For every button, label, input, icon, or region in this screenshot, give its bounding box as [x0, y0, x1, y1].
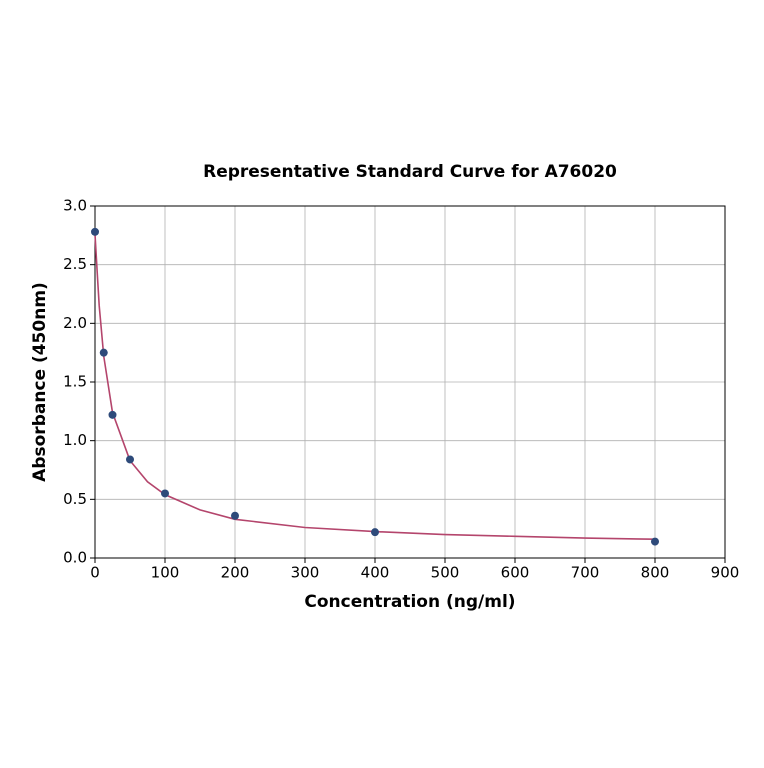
chart-title: Representative Standard Curve for A76020	[203, 162, 617, 182]
x-tick-label: 400	[361, 564, 390, 582]
x-tick-label: 100	[151, 564, 180, 582]
data-point	[126, 455, 134, 464]
data-point	[99, 348, 108, 357]
data-point	[108, 410, 117, 419]
x-tick-label: 800	[641, 564, 670, 582]
data-point	[651, 537, 659, 546]
y-tick-label: 2.5	[63, 255, 87, 273]
y-tick-label: 2.0	[63, 314, 87, 332]
x-tick-label: 200	[221, 564, 250, 582]
x-tick-label: 900	[711, 564, 740, 582]
y-tick-label: 0.0	[63, 549, 87, 567]
data-point	[231, 511, 239, 520]
plot-frame	[94, 205, 726, 559]
x-tick-label: 600	[501, 564, 530, 582]
x-tick-label: 500	[431, 564, 460, 582]
data-point	[161, 489, 169, 498]
data-point	[91, 227, 99, 236]
y-tick-label: 1.0	[63, 431, 87, 449]
y-tick-label: 1.5	[63, 373, 87, 391]
fit-curve	[94, 234, 656, 541]
y-tick-label: 3.0	[63, 197, 87, 215]
y-tick-label: 0.5	[63, 490, 87, 508]
x-axis-label: Concentration (ng/ml)	[304, 592, 515, 612]
y-axis-label: Absorbance (450nm)	[30, 282, 50, 482]
x-tick-label: 0	[90, 564, 100, 582]
x-tick-label: 700	[571, 564, 600, 582]
x-tick-label: 300	[291, 564, 320, 582]
data-point	[371, 528, 379, 537]
